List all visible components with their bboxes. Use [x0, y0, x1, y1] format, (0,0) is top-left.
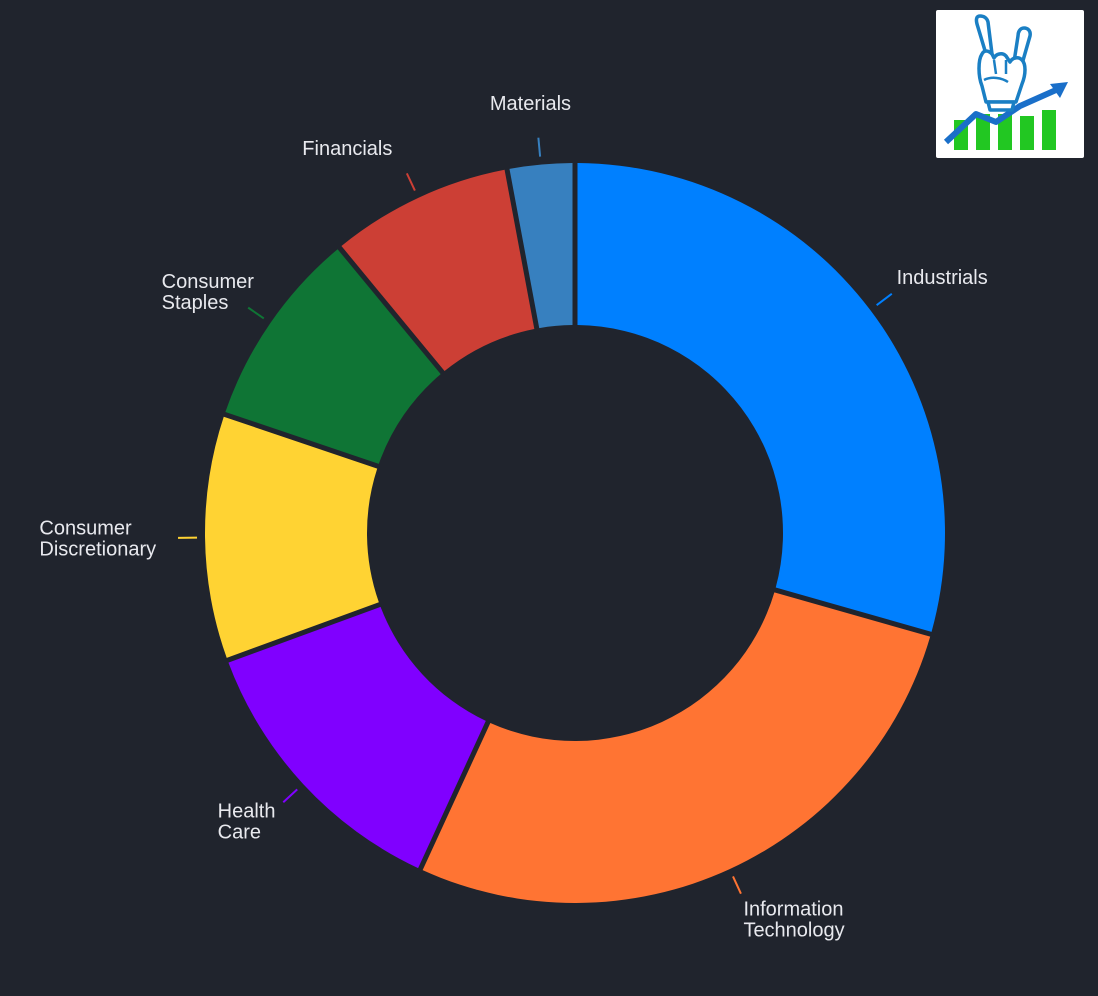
slice-financials[interactable]	[341, 169, 535, 371]
slice-label-industrials: Industrials	[897, 267, 988, 289]
logo-bar-4	[1020, 116, 1034, 150]
slice-consumer-staples[interactable]	[225, 249, 441, 464]
slice-label-financials: Financials	[302, 138, 392, 160]
logo-arrow-head	[1050, 82, 1068, 98]
slice-information-technology[interactable]	[422, 592, 931, 904]
slice-label-materials: Materials	[490, 93, 571, 115]
logo-bar-2	[976, 114, 990, 150]
slice-health-care[interactable]	[228, 606, 486, 869]
leader-line-health-care	[282, 788, 298, 803]
logo-hand-details	[983, 59, 1009, 84]
logo	[936, 10, 1084, 158]
logo-arrow-line	[943, 87, 1058, 145]
slice-consumer-discretionary[interactable]	[205, 416, 379, 658]
leader-line-financials	[405, 172, 416, 192]
leader-line-materials	[537, 137, 542, 157]
slice-label-consumer-discretionary: Consumer Discretionary	[39, 518, 156, 561]
slice-label-health-care: Health Care	[218, 801, 276, 844]
leader-line-industrials	[876, 292, 893, 307]
slice-industrials[interactable]	[577, 163, 945, 632]
leader-line-information-technology	[732, 875, 742, 895]
logo-bar-5	[1042, 110, 1056, 150]
slice-label-information-technology: Information Technology	[743, 899, 844, 942]
slice-materials[interactable]	[509, 163, 573, 329]
logo-hand	[974, 14, 1032, 112]
leader-line-consumer-staples	[247, 306, 265, 320]
rock-hand-growth-chart-icon	[943, 14, 1068, 150]
slice-label-consumer-staples: Consumer Staples	[162, 271, 255, 314]
logo-bar-3	[998, 114, 1012, 150]
